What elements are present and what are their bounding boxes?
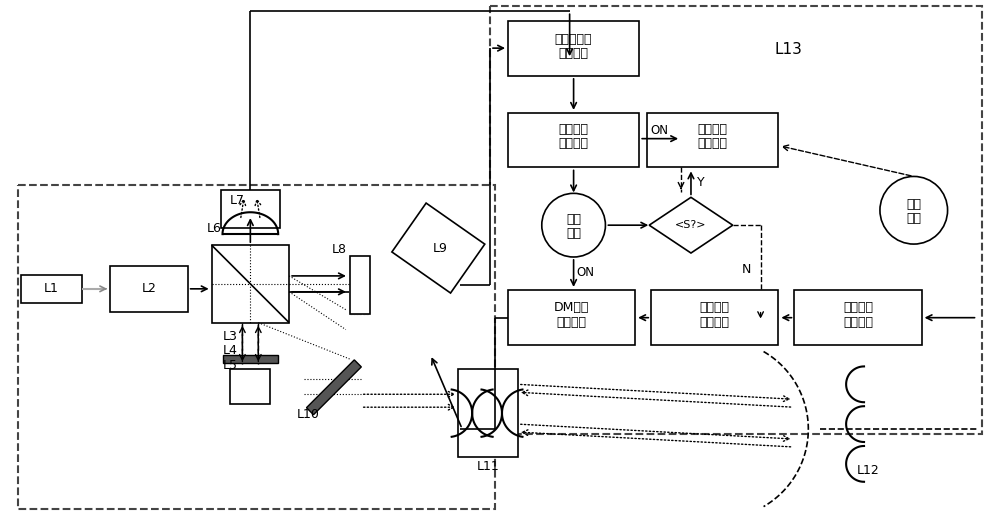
Bar [212, 245, 289, 322]
Text: L12: L12 [857, 464, 879, 477]
Text: Y: Y [697, 176, 705, 189]
Text: L13: L13 [775, 42, 802, 57]
Text: 系统光线: 系统光线 [700, 301, 730, 314]
Polygon shape [649, 197, 733, 253]
Bar [223, 356, 278, 363]
Text: L10: L10 [297, 408, 319, 421]
Text: L9: L9 [433, 241, 448, 254]
Text: <S?>: <S?> [675, 220, 707, 230]
Text: L6: L6 [207, 222, 222, 235]
Text: 拟合模块: 拟合模块 [559, 137, 589, 150]
Text: ON: ON [577, 266, 595, 280]
Text: L1: L1 [44, 282, 59, 295]
Bar [21, 275, 82, 303]
Bar [392, 203, 485, 293]
Text: 干涉图匹配: 干涉图匹配 [555, 33, 592, 46]
Bar [458, 369, 518, 457]
Text: L4: L4 [223, 344, 238, 357]
Bar [230, 369, 270, 404]
Bar [306, 360, 361, 415]
Bar [490, 6, 982, 434]
Circle shape [542, 194, 605, 257]
Bar [508, 290, 635, 345]
Bar [508, 113, 639, 168]
Bar [18, 185, 495, 509]
Bar [110, 266, 188, 312]
Bar [350, 256, 370, 314]
Text: 处理模块: 处理模块 [559, 46, 589, 60]
Bar [651, 290, 778, 345]
Text: L11: L11 [477, 460, 499, 473]
Text: 误差: 误差 [566, 227, 581, 239]
Bar [221, 190, 280, 228]
Text: 误差: 误差 [906, 212, 921, 224]
Text: DM形变: DM形变 [554, 301, 589, 314]
Text: 面形: 面形 [906, 198, 921, 211]
Bar [794, 290, 922, 345]
Text: L3: L3 [223, 330, 238, 343]
Text: 调整: 调整 [566, 213, 581, 225]
Text: 控制模块: 控制模块 [557, 316, 587, 329]
Text: 分解模块: 分解模块 [843, 316, 873, 329]
Text: 被测波前: 被测波前 [559, 123, 589, 136]
Circle shape [880, 176, 948, 244]
Text: L2: L2 [141, 282, 156, 295]
Text: 追迹模块: 追迹模块 [700, 316, 730, 329]
Text: 回程误差: 回程误差 [698, 123, 728, 136]
Text: L5: L5 [223, 359, 238, 372]
Polygon shape [366, 256, 368, 314]
Text: 理论面形: 理论面形 [843, 301, 873, 314]
Polygon shape [359, 256, 361, 314]
Text: L8: L8 [331, 243, 346, 255]
Bar [508, 21, 639, 76]
Bar [647, 113, 778, 168]
Polygon shape [356, 256, 358, 314]
Polygon shape [350, 256, 352, 314]
Text: ON: ON [650, 124, 668, 137]
Text: L7: L7 [229, 194, 244, 207]
Text: 校正模块: 校正模块 [698, 137, 728, 150]
Polygon shape [363, 256, 365, 314]
Polygon shape [353, 256, 355, 314]
Text: N: N [742, 264, 751, 277]
